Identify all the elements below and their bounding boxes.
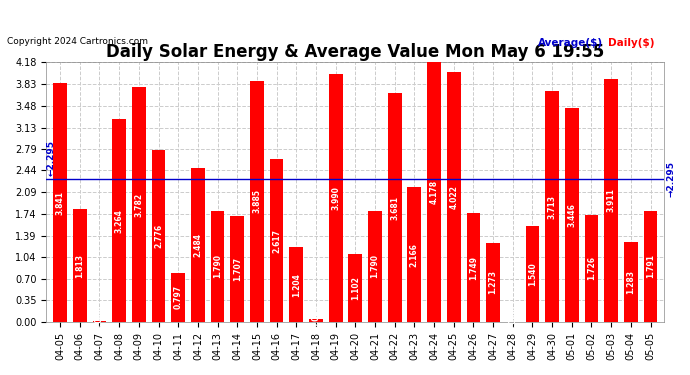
- Text: 3.446: 3.446: [567, 203, 576, 227]
- Text: 1.707: 1.707: [233, 257, 241, 281]
- Bar: [112, 119, 126, 322]
- Text: 1.102: 1.102: [351, 276, 359, 300]
- Text: 0.797: 0.797: [174, 285, 183, 309]
- Text: 1.204: 1.204: [292, 273, 301, 297]
- Bar: [545, 92, 559, 322]
- Bar: [624, 242, 638, 322]
- Bar: [388, 93, 402, 322]
- Text: 0.046: 0.046: [311, 304, 320, 328]
- Bar: [368, 211, 382, 322]
- Text: 1.790: 1.790: [371, 254, 380, 278]
- Text: 3.264: 3.264: [115, 209, 124, 232]
- Bar: [230, 216, 244, 322]
- Text: 3.911: 3.911: [607, 189, 615, 213]
- Bar: [447, 72, 461, 322]
- Bar: [408, 188, 422, 322]
- Text: 3.681: 3.681: [390, 196, 400, 220]
- Bar: [250, 81, 264, 322]
- Bar: [210, 211, 224, 322]
- Text: Copyright 2024 Cartronics.com: Copyright 2024 Cartronics.com: [7, 38, 148, 46]
- Bar: [171, 273, 185, 322]
- Bar: [466, 213, 480, 322]
- Bar: [584, 215, 598, 322]
- Text: 1.813: 1.813: [75, 254, 84, 278]
- Bar: [191, 168, 205, 322]
- Title: Daily Solar Energy & Average Value Mon May 6 19:55: Daily Solar Energy & Average Value Mon M…: [106, 43, 604, 61]
- Bar: [328, 74, 342, 322]
- Text: 1.283: 1.283: [627, 270, 635, 294]
- Text: 2.484: 2.484: [193, 233, 202, 257]
- Text: 3.713: 3.713: [548, 195, 557, 219]
- Text: 1.791: 1.791: [646, 254, 655, 278]
- Text: 0.000: 0.000: [509, 307, 518, 331]
- Bar: [604, 79, 618, 322]
- Bar: [53, 83, 67, 322]
- Bar: [289, 247, 303, 322]
- Text: 4.022: 4.022: [449, 185, 458, 209]
- Bar: [348, 254, 362, 322]
- Text: 2.776: 2.776: [154, 224, 163, 248]
- Bar: [92, 321, 106, 322]
- Text: 3.782: 3.782: [135, 192, 144, 217]
- Text: 4.178: 4.178: [430, 180, 439, 204]
- Bar: [526, 226, 540, 322]
- Text: 1.540: 1.540: [528, 262, 537, 286]
- Text: 0.011: 0.011: [95, 306, 104, 330]
- Bar: [270, 159, 284, 322]
- Bar: [152, 150, 166, 322]
- Text: 2.166: 2.166: [410, 243, 419, 267]
- Bar: [132, 87, 146, 322]
- Bar: [73, 209, 87, 322]
- Bar: [427, 63, 441, 322]
- Bar: [644, 211, 658, 322]
- Legend: Average($), Daily($): Average($), Daily($): [534, 34, 659, 52]
- Bar: [309, 319, 323, 322]
- Text: 1.790: 1.790: [213, 254, 222, 278]
- Text: 3.841: 3.841: [56, 191, 65, 215]
- Text: 1.726: 1.726: [587, 256, 596, 280]
- Text: 3.990: 3.990: [331, 186, 340, 210]
- Bar: [486, 243, 500, 322]
- Text: ←2.295: ←2.295: [47, 140, 56, 176]
- Text: →2.295: →2.295: [667, 162, 676, 198]
- Bar: [565, 108, 579, 322]
- Text: 1.273: 1.273: [489, 270, 497, 294]
- Text: 3.885: 3.885: [253, 189, 262, 213]
- Text: 1.749: 1.749: [469, 256, 478, 280]
- Text: 2.617: 2.617: [272, 229, 281, 253]
